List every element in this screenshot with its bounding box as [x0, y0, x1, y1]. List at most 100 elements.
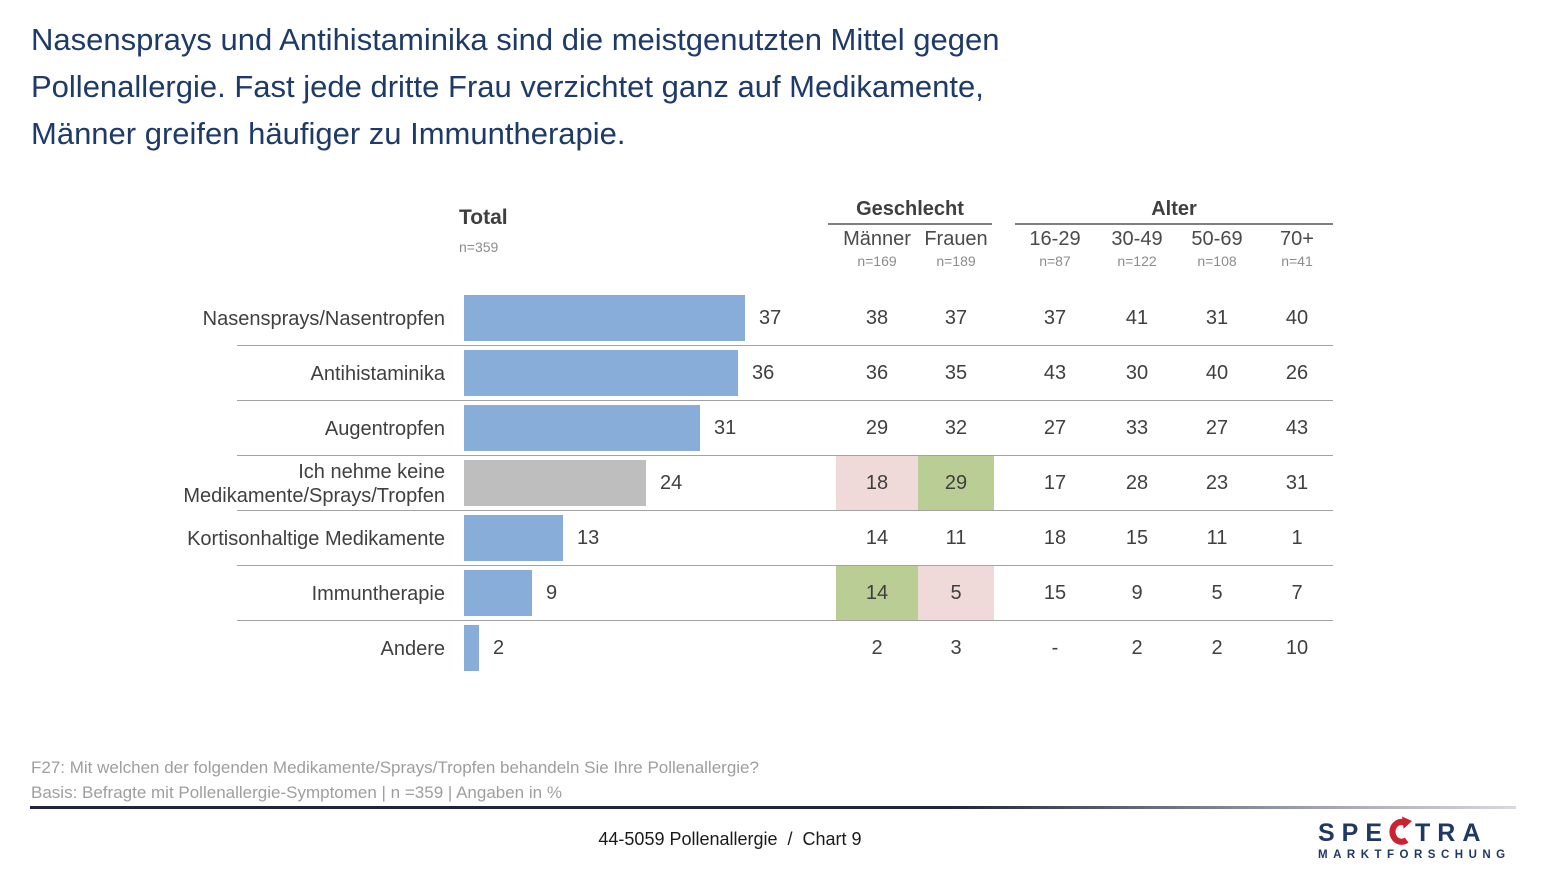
slide-title-line-3: Männer greifen häufiger zu Immuntherapie…	[31, 116, 626, 151]
value-cell: 3	[950, 637, 962, 659]
total-bar	[464, 570, 532, 616]
column-header: Männer n=169	[836, 229, 918, 269]
column-header: 30-49 n=122	[1097, 229, 1177, 269]
total-bar	[464, 405, 700, 451]
slide-title: Nasensprays und Antihistaminika sind die…	[31, 16, 999, 157]
table-row: Antihistaminika 36 36 35 43 30 40 26	[0, 346, 1333, 401]
total-value: 24	[660, 472, 683, 494]
table-row: Immuntherapie 9 14 5 15 9 5 7	[0, 566, 1333, 621]
row-label: Antihistaminika	[310, 362, 445, 385]
total-value: 37	[759, 307, 782, 329]
table-row: Nasensprays/Nasentropfen 37 38 37 37 41 31 40	[0, 291, 1333, 346]
row-label: Kortisonhaltige Medikamente	[187, 527, 445, 550]
chart-id: 44-5059 Pollenallergie / Chart 9	[598, 829, 862, 849]
column-n: n=122	[1117, 253, 1157, 269]
total-bar	[464, 625, 479, 671]
group-label: Alter	[1151, 198, 1197, 220]
total-value: 13	[577, 527, 600, 549]
value-cell: 30	[1125, 362, 1149, 384]
value-cell: 27	[1205, 417, 1229, 439]
value-cell: 41	[1125, 307, 1149, 329]
value-cell: 29	[865, 417, 889, 439]
total-value: 36	[752, 362, 775, 384]
value-cell: 15	[1043, 582, 1067, 604]
table-row: Kortisonhaltige Medikamente 13 14 11 18 15 11 1	[0, 511, 1333, 566]
total-n: n=359	[459, 239, 499, 255]
value-cell: 36	[865, 362, 889, 384]
footnote-question: F27: Mit welchen der folgenden Medikamen…	[31, 758, 759, 777]
value-cell: 31	[1285, 472, 1309, 494]
column-n: n=169	[857, 253, 897, 269]
value-cell: 18	[836, 456, 918, 511]
value-cell: 14	[836, 566, 918, 621]
group-underline	[828, 223, 992, 225]
table-row: Ich nehme keine Medikamente/Sprays/Tropf…	[0, 456, 1333, 511]
column-label: 50-69	[1191, 228, 1243, 250]
value-cell: 23	[1205, 472, 1229, 494]
logo-text-pre: SPE	[1318, 818, 1390, 847]
logo-subtitle: MARKTFORSCHUNG	[1318, 849, 1511, 861]
value-cell: 10	[1285, 637, 1309, 659]
value-cell: 35	[944, 362, 968, 384]
value-cell: 11	[1206, 527, 1228, 549]
value-cell: 1	[1291, 527, 1303, 549]
group-header-geschlecht: Geschlecht	[828, 199, 992, 225]
row-label: Ich nehme keine Medikamente/Sprays/Tropf…	[183, 460, 445, 507]
footnote: F27: Mit welchen der folgenden Medikamen…	[31, 755, 759, 805]
column-n: n=108	[1197, 253, 1237, 269]
logo-swoosh-icon	[1389, 816, 1413, 845]
logo-text-post: TRA	[1415, 818, 1488, 847]
value-cell: 15	[1125, 527, 1149, 549]
value-cell: 2	[871, 637, 883, 659]
group-label: Geschlecht	[856, 198, 964, 220]
total-value: 31	[714, 417, 737, 439]
value-cell: 14	[865, 527, 889, 549]
spectra-logo: SPE TRA MARKTFORSCHUNG	[1318, 816, 1511, 861]
total-bar	[464, 460, 646, 506]
value-cell: 27	[1043, 417, 1067, 439]
column-header: 70+ n=41	[1257, 229, 1337, 269]
row-label: Augentropfen	[324, 417, 445, 440]
value-cell: 37	[1043, 307, 1067, 329]
column-n: n=87	[1039, 253, 1071, 269]
footer-divider	[30, 806, 1516, 809]
total-value: 9	[546, 582, 558, 604]
slide-title-line-1: Nasensprays und Antihistaminika sind die…	[31, 22, 1000, 57]
group-underline	[1015, 223, 1333, 225]
value-cell: 7	[1291, 582, 1303, 604]
group-header-alter: Alter	[1015, 199, 1333, 225]
row-label: Andere	[380, 637, 446, 660]
column-header: Frauen n=189	[918, 229, 994, 269]
column-label: 16-29	[1029, 228, 1081, 250]
column-n: n=189	[936, 253, 976, 269]
chart-table: Nasensprays/Nasentropfen 37 38 37 37 41 31 40 An…	[0, 291, 1333, 676]
value-cell: 31	[1205, 307, 1229, 329]
value-cell: 18	[1043, 527, 1067, 549]
total-value: 2	[493, 637, 505, 659]
value-cell: 38	[865, 307, 889, 329]
total-bar	[464, 515, 563, 561]
value-cell: 2	[1211, 637, 1223, 659]
column-label: 30-49	[1111, 228, 1163, 250]
value-cell: 11	[945, 527, 967, 549]
value-cell: 28	[1125, 472, 1149, 494]
total-column-header: Total n=359	[459, 206, 508, 255]
value-cell: 43	[1043, 362, 1067, 384]
logo-wordmark: SPE TRA	[1318, 816, 1511, 847]
row-label: Nasensprays/Nasentropfen	[202, 307, 445, 330]
column-header: 50-69 n=108	[1177, 229, 1257, 269]
column-header: 16-29 n=87	[1015, 229, 1095, 269]
value-cell: 5	[918, 566, 994, 621]
value-cell: 17	[1043, 472, 1067, 494]
value-cell: 33	[1125, 417, 1149, 439]
value-cell: 5	[1211, 582, 1223, 604]
footnote-basis: Basis: Befragte mit Pollenallergie-Sympt…	[31, 783, 562, 802]
value-cell: 2	[1131, 637, 1143, 659]
value-cell: 40	[1285, 307, 1309, 329]
value-cell: 37	[944, 307, 968, 329]
row-label: Immuntherapie	[311, 582, 445, 605]
table-row: Andere 2 2 3 - 2 2 10	[0, 621, 1333, 676]
column-label: 70+	[1280, 228, 1314, 250]
column-label: Männer	[843, 228, 911, 250]
total-label: Total	[459, 206, 508, 229]
